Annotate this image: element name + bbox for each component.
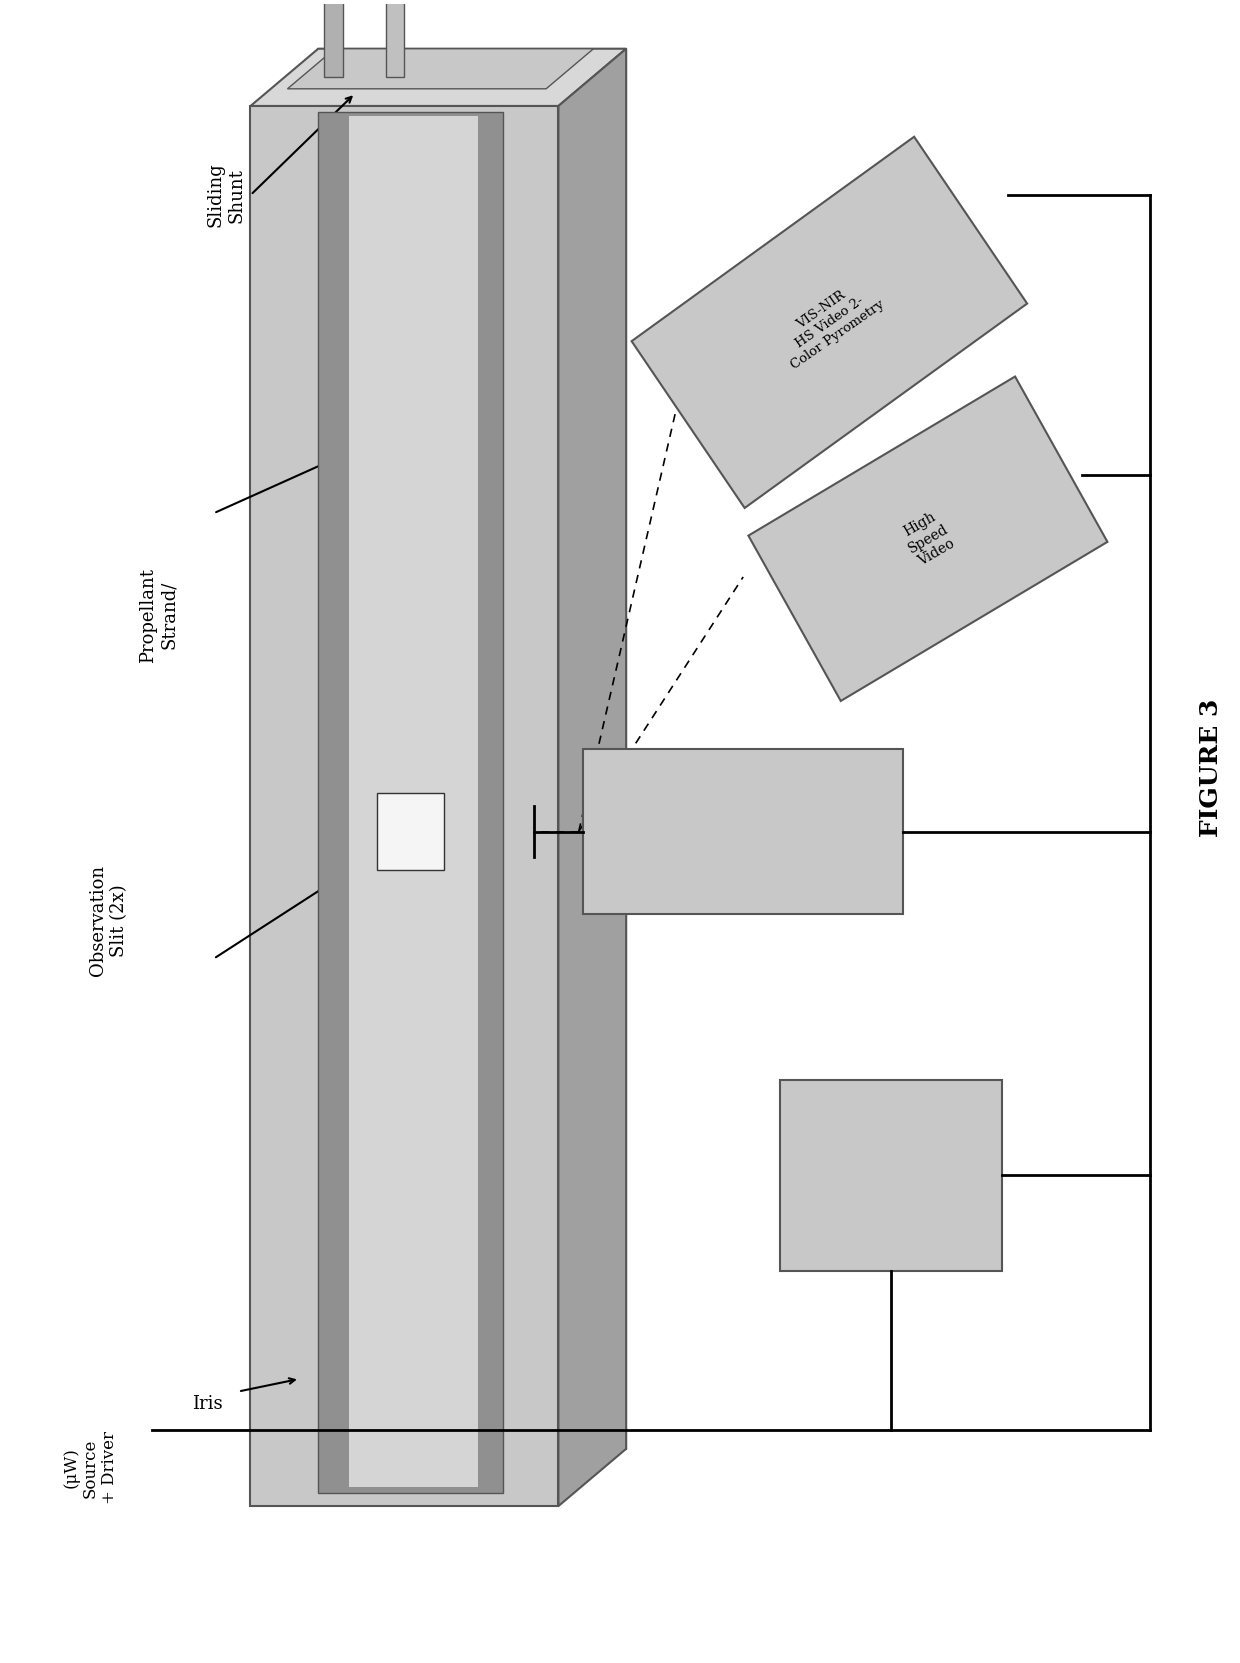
Polygon shape — [386, 0, 404, 78]
Text: High
Speed
Video: High Speed Video — [898, 507, 959, 570]
Polygon shape — [319, 113, 503, 1493]
Polygon shape — [250, 106, 558, 1507]
Text: FIGURE 3: FIGURE 3 — [1199, 698, 1223, 836]
Text: Sliding
Shunt: Sliding Shunt — [207, 163, 246, 228]
Text: VIS-NIR
HS Video 2-
Color Pyrometry: VIS-NIR HS Video 2- Color Pyrometry — [771, 273, 887, 373]
Polygon shape — [749, 376, 1107, 702]
Text: Propellant
Strand/: Propellant Strand/ — [139, 567, 177, 662]
Text: Observation
Slit (2x): Observation Slit (2x) — [89, 865, 128, 976]
Polygon shape — [288, 48, 594, 88]
Polygon shape — [325, 0, 343, 78]
Bar — [377, 793, 444, 870]
Polygon shape — [348, 116, 479, 1487]
Polygon shape — [558, 48, 626, 1507]
Polygon shape — [631, 136, 1027, 507]
FancyBboxPatch shape — [780, 1079, 1002, 1271]
Polygon shape — [250, 48, 626, 106]
Text: Iris: Iris — [192, 1395, 223, 1414]
FancyBboxPatch shape — [583, 748, 903, 915]
Polygon shape — [319, 48, 626, 1448]
Text: Delay
Generator: Delay Generator — [852, 1161, 930, 1191]
Text: VIS
Spectroscopy: VIS Spectroscopy — [682, 812, 805, 851]
Text: (μW)
Source
+ Driver: (μW) Source + Driver — [62, 1432, 119, 1505]
